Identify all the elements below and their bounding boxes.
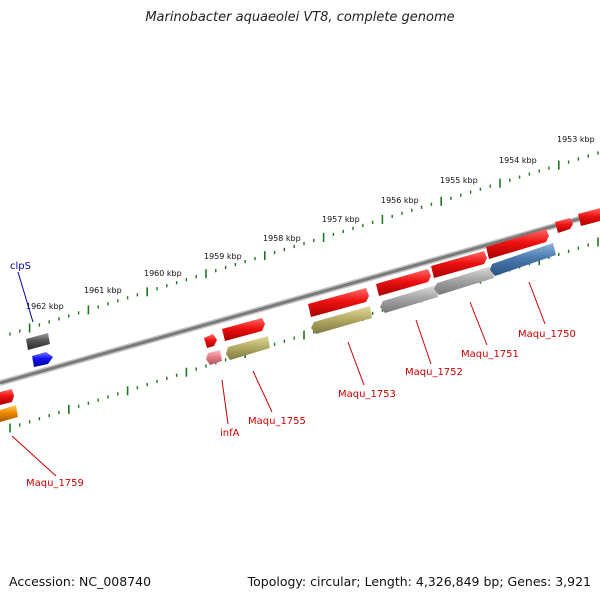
- accession-text: Accession: NC_008740: [9, 574, 152, 589]
- gene-label-maqu-1759: Maqu_1759: [26, 478, 84, 489]
- leader-line: [528, 281, 546, 325]
- leader-line: [415, 319, 432, 365]
- gene-feature[interactable]: [380, 285, 438, 313]
- tick-label: 1962 kbp: [26, 302, 64, 311]
- leader-line: [469, 301, 488, 346]
- tick-label: 1957 kbp: [322, 215, 360, 224]
- tick-label: 1961 kbp: [84, 286, 122, 295]
- gene-feature[interactable]: [308, 288, 369, 317]
- leader-line: [11, 435, 57, 477]
- gene-feature[interactable]: [434, 266, 494, 295]
- gene-feature[interactable]: [486, 229, 549, 259]
- leader-line: [221, 379, 229, 425]
- gene-feature[interactable]: [555, 218, 573, 233]
- gene-label-maqu-1752: Maqu_1752: [405, 367, 463, 378]
- gene-label-clpS: clpS: [10, 261, 31, 272]
- genome-backbone-core: [0, 211, 600, 385]
- tick-label: 1954 kbp: [499, 156, 537, 165]
- tick-label: 1955 kbp: [440, 176, 478, 185]
- leader-line: [17, 271, 34, 323]
- gene-feature[interactable]: [0, 405, 18, 422]
- tick-label: 1959 kbp: [204, 252, 242, 261]
- gene-label-infA: infA: [220, 428, 240, 439]
- gene-feature[interactable]: [490, 243, 556, 276]
- topology-summary: Topology: circular; Length: 4,326,849 bp…: [247, 574, 591, 589]
- gene-feature[interactable]: [206, 350, 222, 365]
- gene-feature[interactable]: [26, 333, 50, 350]
- gene-feature[interactable]: [222, 318, 265, 341]
- gene-feature[interactable]: [431, 251, 487, 278]
- leader-line: [347, 341, 365, 386]
- gene-feature[interactable]: [311, 306, 372, 334]
- gene-feature[interactable]: [204, 334, 217, 348]
- map-title: Marinobacter aquaeolei VT8, complete gen…: [145, 10, 455, 25]
- gene-label-maqu-1750: Maqu_1750: [518, 329, 576, 340]
- tick-label: 1953 kbp: [557, 135, 595, 144]
- gene-feature[interactable]: [0, 389, 14, 405]
- gene-feature[interactable]: [32, 352, 53, 367]
- tick-label: 1958 kbp: [263, 234, 301, 243]
- gene-feature[interactable]: [226, 336, 270, 360]
- gene-label-maqu-1751: Maqu_1751: [461, 349, 519, 360]
- gene-feature[interactable]: [376, 269, 431, 296]
- leader-line: [252, 370, 273, 413]
- gene-label-maqu-1753: Maqu_1753: [338, 389, 396, 400]
- tick-label: 1956 kbp: [381, 196, 419, 205]
- outer-tick-rail: [9, 151, 599, 336]
- tick-label: 1960 kbp: [144, 269, 182, 278]
- gene-label-maqu-1755: Maqu_1755: [248, 416, 306, 427]
- gene-feature[interactable]: [578, 208, 600, 226]
